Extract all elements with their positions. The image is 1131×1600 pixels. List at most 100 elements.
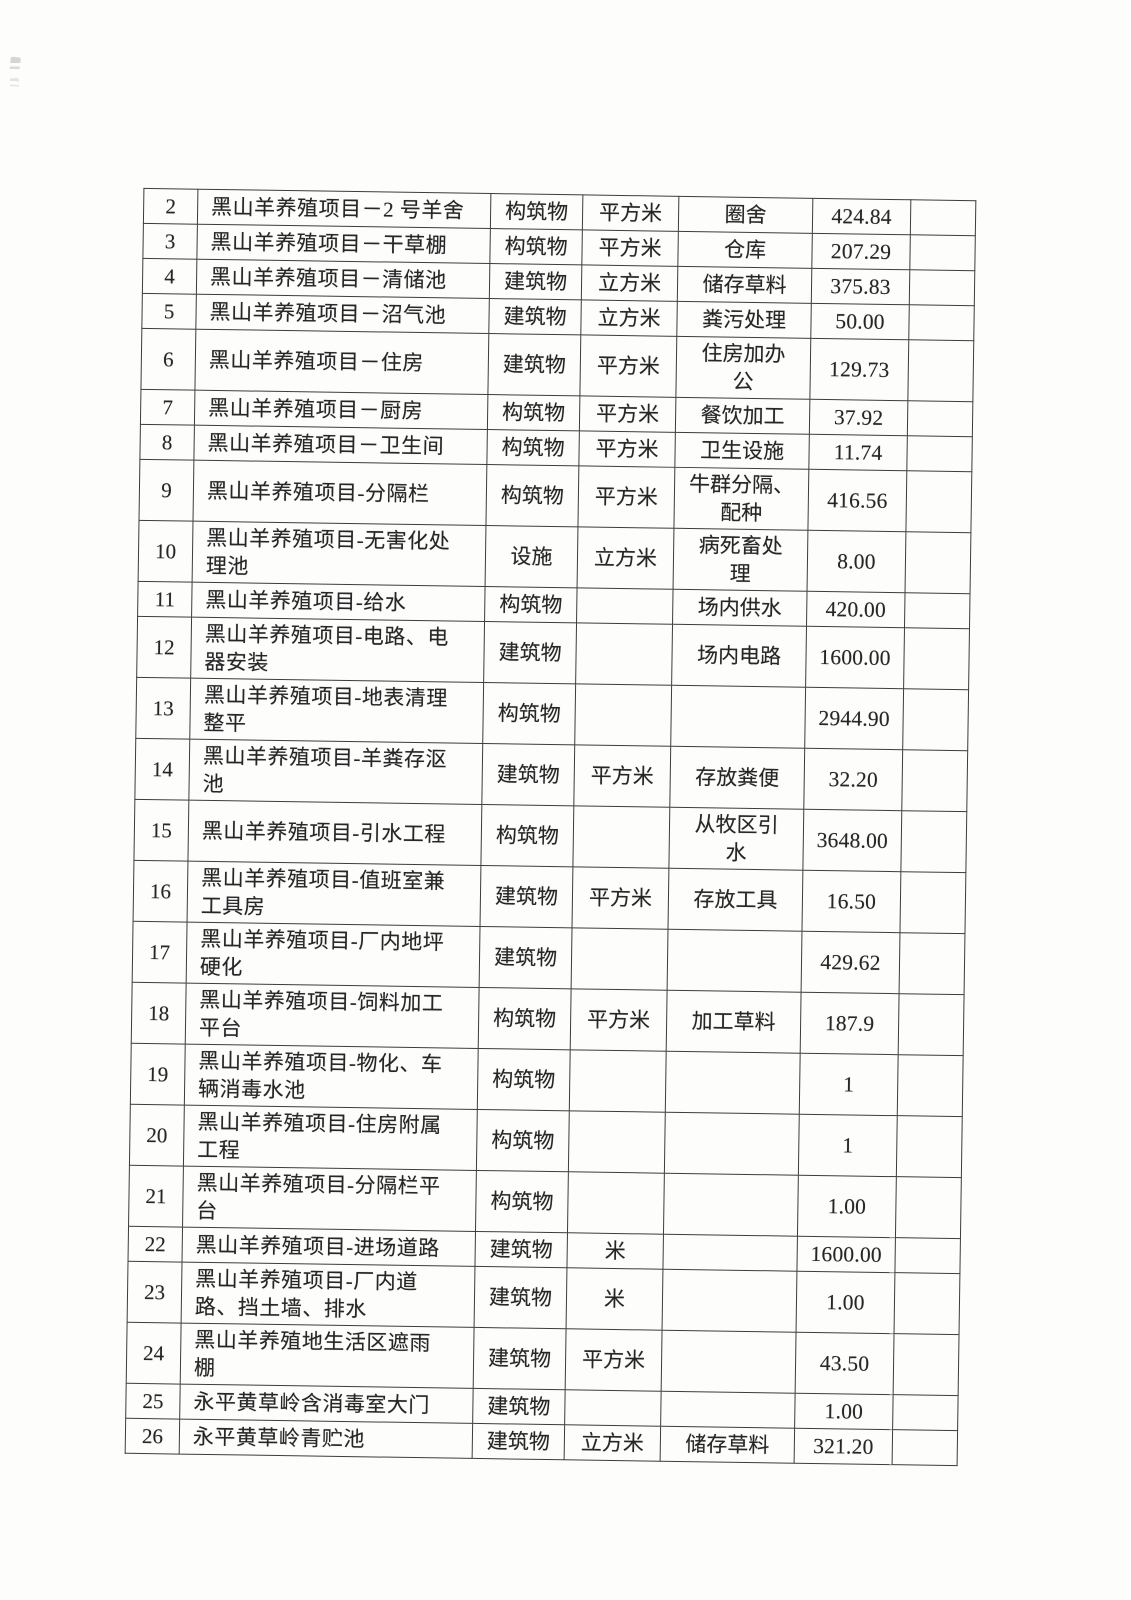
cell-quantity: 1.00	[794, 1393, 894, 1430]
cell-project-name: 黑山羊养殖项目-羊粪存沤 池	[188, 739, 483, 805]
cell-unit	[569, 1049, 667, 1113]
cell-structure-type: 构筑物	[485, 464, 579, 527]
cell-usage: 存放粪便	[669, 746, 805, 810]
cell-usage	[662, 1269, 797, 1333]
cell-quantity: 1.00	[797, 1175, 897, 1238]
cell-usage	[661, 1330, 797, 1394]
cell-project-name: 黑山羊养殖项目－清储池	[196, 259, 490, 299]
cell-usage: 储存草料	[677, 266, 812, 304]
cell-row-number: 10	[138, 520, 193, 583]
cell-project-name: 黑山羊养殖项目-给水	[191, 582, 486, 622]
cell-row-number: 21	[128, 1165, 184, 1228]
cell-row-number: 17	[132, 921, 188, 984]
cell-usage	[665, 1051, 801, 1115]
cell-row-number: 22	[128, 1226, 183, 1263]
cell-empty	[906, 435, 973, 472]
cell-empty	[895, 1176, 962, 1239]
cell-project-name: 黑山羊养殖项目－2 号羊舍	[197, 189, 491, 229]
cell-quantity: 321.20	[794, 1428, 893, 1465]
cell-project-name: 黑山羊养殖项目-地表清理 整平	[189, 678, 484, 744]
cell-structure-type: 构筑物	[487, 394, 580, 431]
cell-empty	[905, 531, 971, 594]
cell-unit: 平方米	[577, 465, 675, 529]
cell-quantity: 1600.00	[805, 626, 905, 689]
cell-quantity: 429.62	[801, 931, 900, 994]
cell-structure-type: 建筑物	[472, 1388, 566, 1425]
cell-structure-type: 构筑物	[486, 429, 580, 466]
cell-row-number: 9	[139, 459, 194, 522]
cell-structure-type: 构筑物	[490, 193, 583, 230]
cell-row-number: 16	[133, 860, 188, 923]
cell-unit: 平方米	[565, 1328, 663, 1392]
cell-unit: 平方米	[572, 866, 669, 930]
cell-quantity: 416.56	[807, 469, 907, 532]
cell-unit: 米	[566, 1232, 664, 1270]
cell-empty	[909, 269, 975, 306]
cell-row-number: 8	[139, 424, 195, 461]
cell-row-number: 11	[137, 581, 193, 618]
cell-quantity: 1	[798, 1114, 898, 1177]
cell-quantity: 2944.90	[804, 687, 904, 750]
cell-project-name: 永平黄草岭含消毒室大门	[179, 1384, 474, 1424]
cell-usage: 牛群分隔、 配种	[673, 467, 809, 531]
cell-structure-type: 构筑物	[484, 586, 578, 623]
cell-structure-type: 构筑物	[489, 228, 583, 265]
cell-project-name: 黑山羊养殖项目-值班室兼 工具房	[187, 861, 481, 927]
cell-unit: 平方米	[573, 744, 671, 808]
cell-empty	[896, 1115, 963, 1178]
cell-usage: 粪污处理	[676, 301, 812, 339]
cell-empty	[904, 592, 971, 629]
cell-empty	[894, 1272, 960, 1335]
cell-usage: 存放工具	[667, 868, 803, 932]
cell-unit	[564, 1389, 662, 1427]
cell-project-name: 黑山羊养殖项目-分隔栏平 台	[182, 1166, 477, 1232]
cell-unit: 平方米	[581, 229, 679, 267]
cell-quantity: 207.29	[811, 233, 911, 270]
cell-usage: 圈舍	[678, 196, 813, 234]
cell-empty	[899, 932, 965, 995]
cell-project-name: 黑山羊养殖项目-引水工程	[187, 800, 482, 866]
cell-quantity: 37.92	[809, 399, 908, 436]
cell-quantity: 1	[799, 1053, 899, 1116]
cell-quantity: 32.20	[803, 748, 903, 811]
cell-usage: 场内供水	[672, 589, 808, 627]
cell-structure-type: 建筑物	[474, 1266, 567, 1329]
cell-project-name: 黑山羊养殖项目-物化、车 辆消毒水池	[184, 1044, 479, 1110]
cell-structure-type: 构筑物	[475, 1170, 569, 1233]
scan-smudge-mark	[9, 56, 21, 75]
cell-empty	[892, 1394, 959, 1431]
cell-empty	[901, 749, 968, 812]
cell-row-number: 13	[135, 677, 191, 740]
cell-row-number: 14	[134, 738, 190, 801]
cell-quantity: 16.50	[801, 870, 901, 933]
cell-usage: 餐饮加工	[675, 397, 810, 435]
cell-empty	[909, 234, 976, 271]
cell-usage: 场内电路	[671, 624, 807, 688]
cell-project-name: 黑山羊养殖地生活区遮雨 棚	[180, 1323, 475, 1389]
cell-usage	[660, 1391, 796, 1429]
cell-project-name: 黑山羊养殖项目-无害化处 理池	[192, 521, 486, 587]
cell-structure-type: 构筑物	[482, 682, 576, 745]
cell-structure-type: 构筑物	[476, 1109, 570, 1172]
cell-quantity: 11.74	[808, 434, 908, 471]
cell-structure-type: 建筑物	[489, 263, 582, 300]
cell-quantity: 129.73	[809, 338, 909, 401]
cell-empty	[907, 400, 973, 437]
cell-row-number: 24	[126, 1322, 182, 1385]
cell-structure-type: 建筑物	[480, 865, 573, 928]
cell-project-name: 黑山羊养殖项目-进场道路	[182, 1227, 476, 1267]
cell-unit	[568, 1110, 666, 1174]
cell-row-number: 18	[131, 982, 187, 1045]
cell-project-name: 黑山羊养殖项目-住房附属 工程	[183, 1105, 478, 1171]
cell-quantity: 375.83	[811, 268, 910, 305]
cell-usage: 从牧区引 水	[668, 807, 804, 871]
cell-empty	[898, 993, 965, 1056]
cell-unit: 平方米	[570, 988, 668, 1052]
cell-empty	[899, 871, 966, 934]
cell-unit: 平方米	[579, 395, 676, 433]
cell-quantity: 424.84	[812, 198, 911, 235]
cell-quantity: 43.50	[795, 1332, 895, 1395]
cell-project-name: 黑山羊养殖项目-分隔栏	[192, 460, 487, 526]
cell-structure-type: 建筑物	[472, 1423, 565, 1460]
cell-row-number: 4	[142, 258, 197, 295]
